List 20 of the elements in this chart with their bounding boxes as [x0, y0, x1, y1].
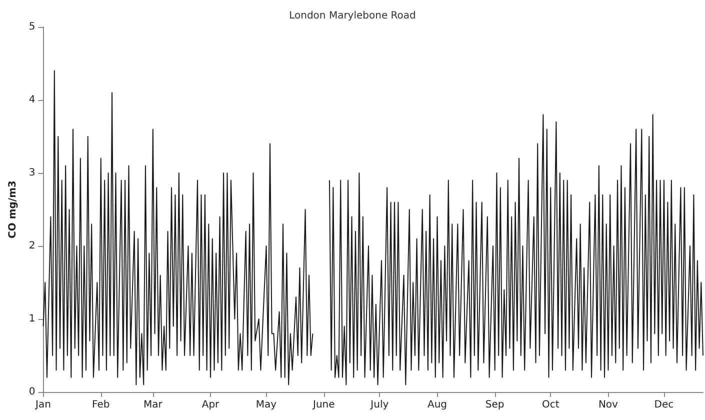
x-tick-label: Sep — [485, 400, 504, 410]
y-tick-label: 4 — [28, 94, 36, 106]
x-tick-label: July — [370, 400, 389, 410]
x-tick-label: Jan — [34, 400, 51, 410]
x-tick-label: June — [312, 400, 335, 410]
y-tick-label: 2 — [28, 240, 36, 252]
x-tick-label: Nov — [598, 400, 618, 410]
chart-title: London Marylebone Road — [289, 10, 416, 22]
y-tick-label: 3 — [28, 168, 36, 178]
x-tick-label: Mar — [143, 400, 164, 410]
y-tick-label: 5 — [28, 22, 36, 32]
x-tick-label: Apr — [202, 400, 220, 410]
x-tick-label: Oct — [542, 400, 560, 410]
x-tick-label: Dec — [654, 400, 674, 410]
y-tick-label: 0 — [28, 386, 36, 398]
x-tick-label: May — [256, 400, 277, 410]
x-tick-label: Aug — [427, 400, 448, 410]
y-axis-title: CO mg/m3 — [8, 180, 18, 238]
x-tick-label: Feb — [92, 400, 110, 410]
y-tick-label: 1 — [28, 314, 36, 324]
